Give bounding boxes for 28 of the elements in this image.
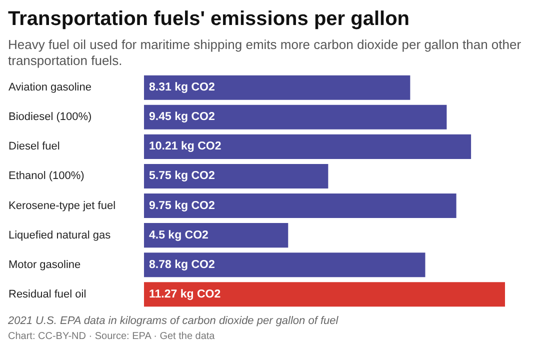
bar (144, 164, 328, 188)
data-label: 5.75 kg CO2 (149, 170, 215, 182)
y-tick-label: Residual fuel oil (8, 288, 86, 300)
text: Chart: CC-BY-ND · Source: EPA · Get the data (8, 331, 216, 342)
y-tick-label: Biodiesel (100%) (8, 111, 92, 124)
chart-title: Transportation fuels' emissions per gallon (8, 8, 411, 31)
bar (144, 194, 456, 218)
y-tick-label: Aviation gasoline (8, 82, 92, 94)
data-label: 9.75 kg CO2 (149, 200, 215, 212)
bar (144, 104, 447, 130)
bar (144, 223, 288, 248)
y-tick-label: Ethanol (100%) (8, 170, 84, 182)
text: 2021 U.S. EPA data in kilograms of carbon dioxide per gallon of fuel (8, 315, 340, 327)
y-tick-label: Motor gasoline (8, 258, 81, 271)
data-label: 8.78 kg CO2 (149, 258, 215, 271)
bar (144, 252, 426, 278)
bar (144, 75, 410, 100)
bar (144, 134, 472, 159)
data-label: 11.27 kg CO2 (149, 288, 221, 300)
chart-subtitle: Heavy fuel oil used for maritime shipping emits more carbon dioxide per gallon than other transportation fuels. (8, 37, 522, 69)
data-label: 10.21 kg CO2 (149, 140, 222, 153)
y-tick-label: Kerosene-type jet fuel (8, 200, 116, 212)
data-label: 4.5 kg CO2 (149, 229, 208, 242)
y-tick-label: Diesel fuel (8, 140, 60, 153)
data-label: 9.45 kg CO2 (149, 111, 215, 124)
bar (144, 282, 505, 307)
y-tick-label: Liquefied natural gas (8, 229, 112, 242)
data-label: 8.31 kg CO2 (149, 82, 215, 94)
